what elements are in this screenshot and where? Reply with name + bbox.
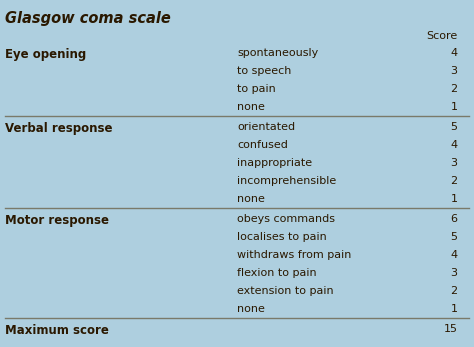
Text: 1: 1 (450, 194, 457, 204)
Text: withdraws from pain: withdraws from pain (237, 250, 351, 260)
Text: 4: 4 (450, 140, 457, 150)
Text: incomprehensible: incomprehensible (237, 176, 336, 186)
Text: 3: 3 (450, 158, 457, 168)
Text: none: none (237, 194, 265, 204)
Text: Score: Score (426, 31, 457, 41)
Text: 2: 2 (450, 176, 457, 186)
Text: none: none (237, 102, 265, 112)
Text: 15: 15 (443, 324, 457, 334)
Text: obeys commands: obeys commands (237, 214, 335, 224)
Text: orientated: orientated (237, 122, 295, 132)
Text: Verbal response: Verbal response (5, 122, 112, 135)
Text: 5: 5 (450, 232, 457, 242)
Text: 3: 3 (450, 66, 457, 76)
Text: localises to pain: localises to pain (237, 232, 327, 242)
Text: Glasgow coma scale: Glasgow coma scale (5, 11, 171, 26)
Text: 6: 6 (450, 214, 457, 224)
Text: none: none (237, 304, 265, 314)
Text: 1: 1 (450, 304, 457, 314)
Text: 4: 4 (450, 250, 457, 260)
Text: 1: 1 (450, 102, 457, 112)
Text: 2: 2 (450, 286, 457, 296)
Text: confused: confused (237, 140, 288, 150)
Text: spontaneously: spontaneously (237, 48, 318, 58)
Text: Maximum score: Maximum score (5, 324, 109, 337)
Text: extension to pain: extension to pain (237, 286, 334, 296)
Text: inappropriate: inappropriate (237, 158, 312, 168)
Text: 3: 3 (450, 268, 457, 278)
Text: 4: 4 (450, 48, 457, 58)
Text: 5: 5 (450, 122, 457, 132)
Text: to speech: to speech (237, 66, 292, 76)
Text: Eye opening: Eye opening (5, 48, 86, 61)
Text: Motor response: Motor response (5, 214, 109, 227)
Text: flexion to pain: flexion to pain (237, 268, 317, 278)
Text: 2: 2 (450, 84, 457, 94)
Text: to pain: to pain (237, 84, 276, 94)
